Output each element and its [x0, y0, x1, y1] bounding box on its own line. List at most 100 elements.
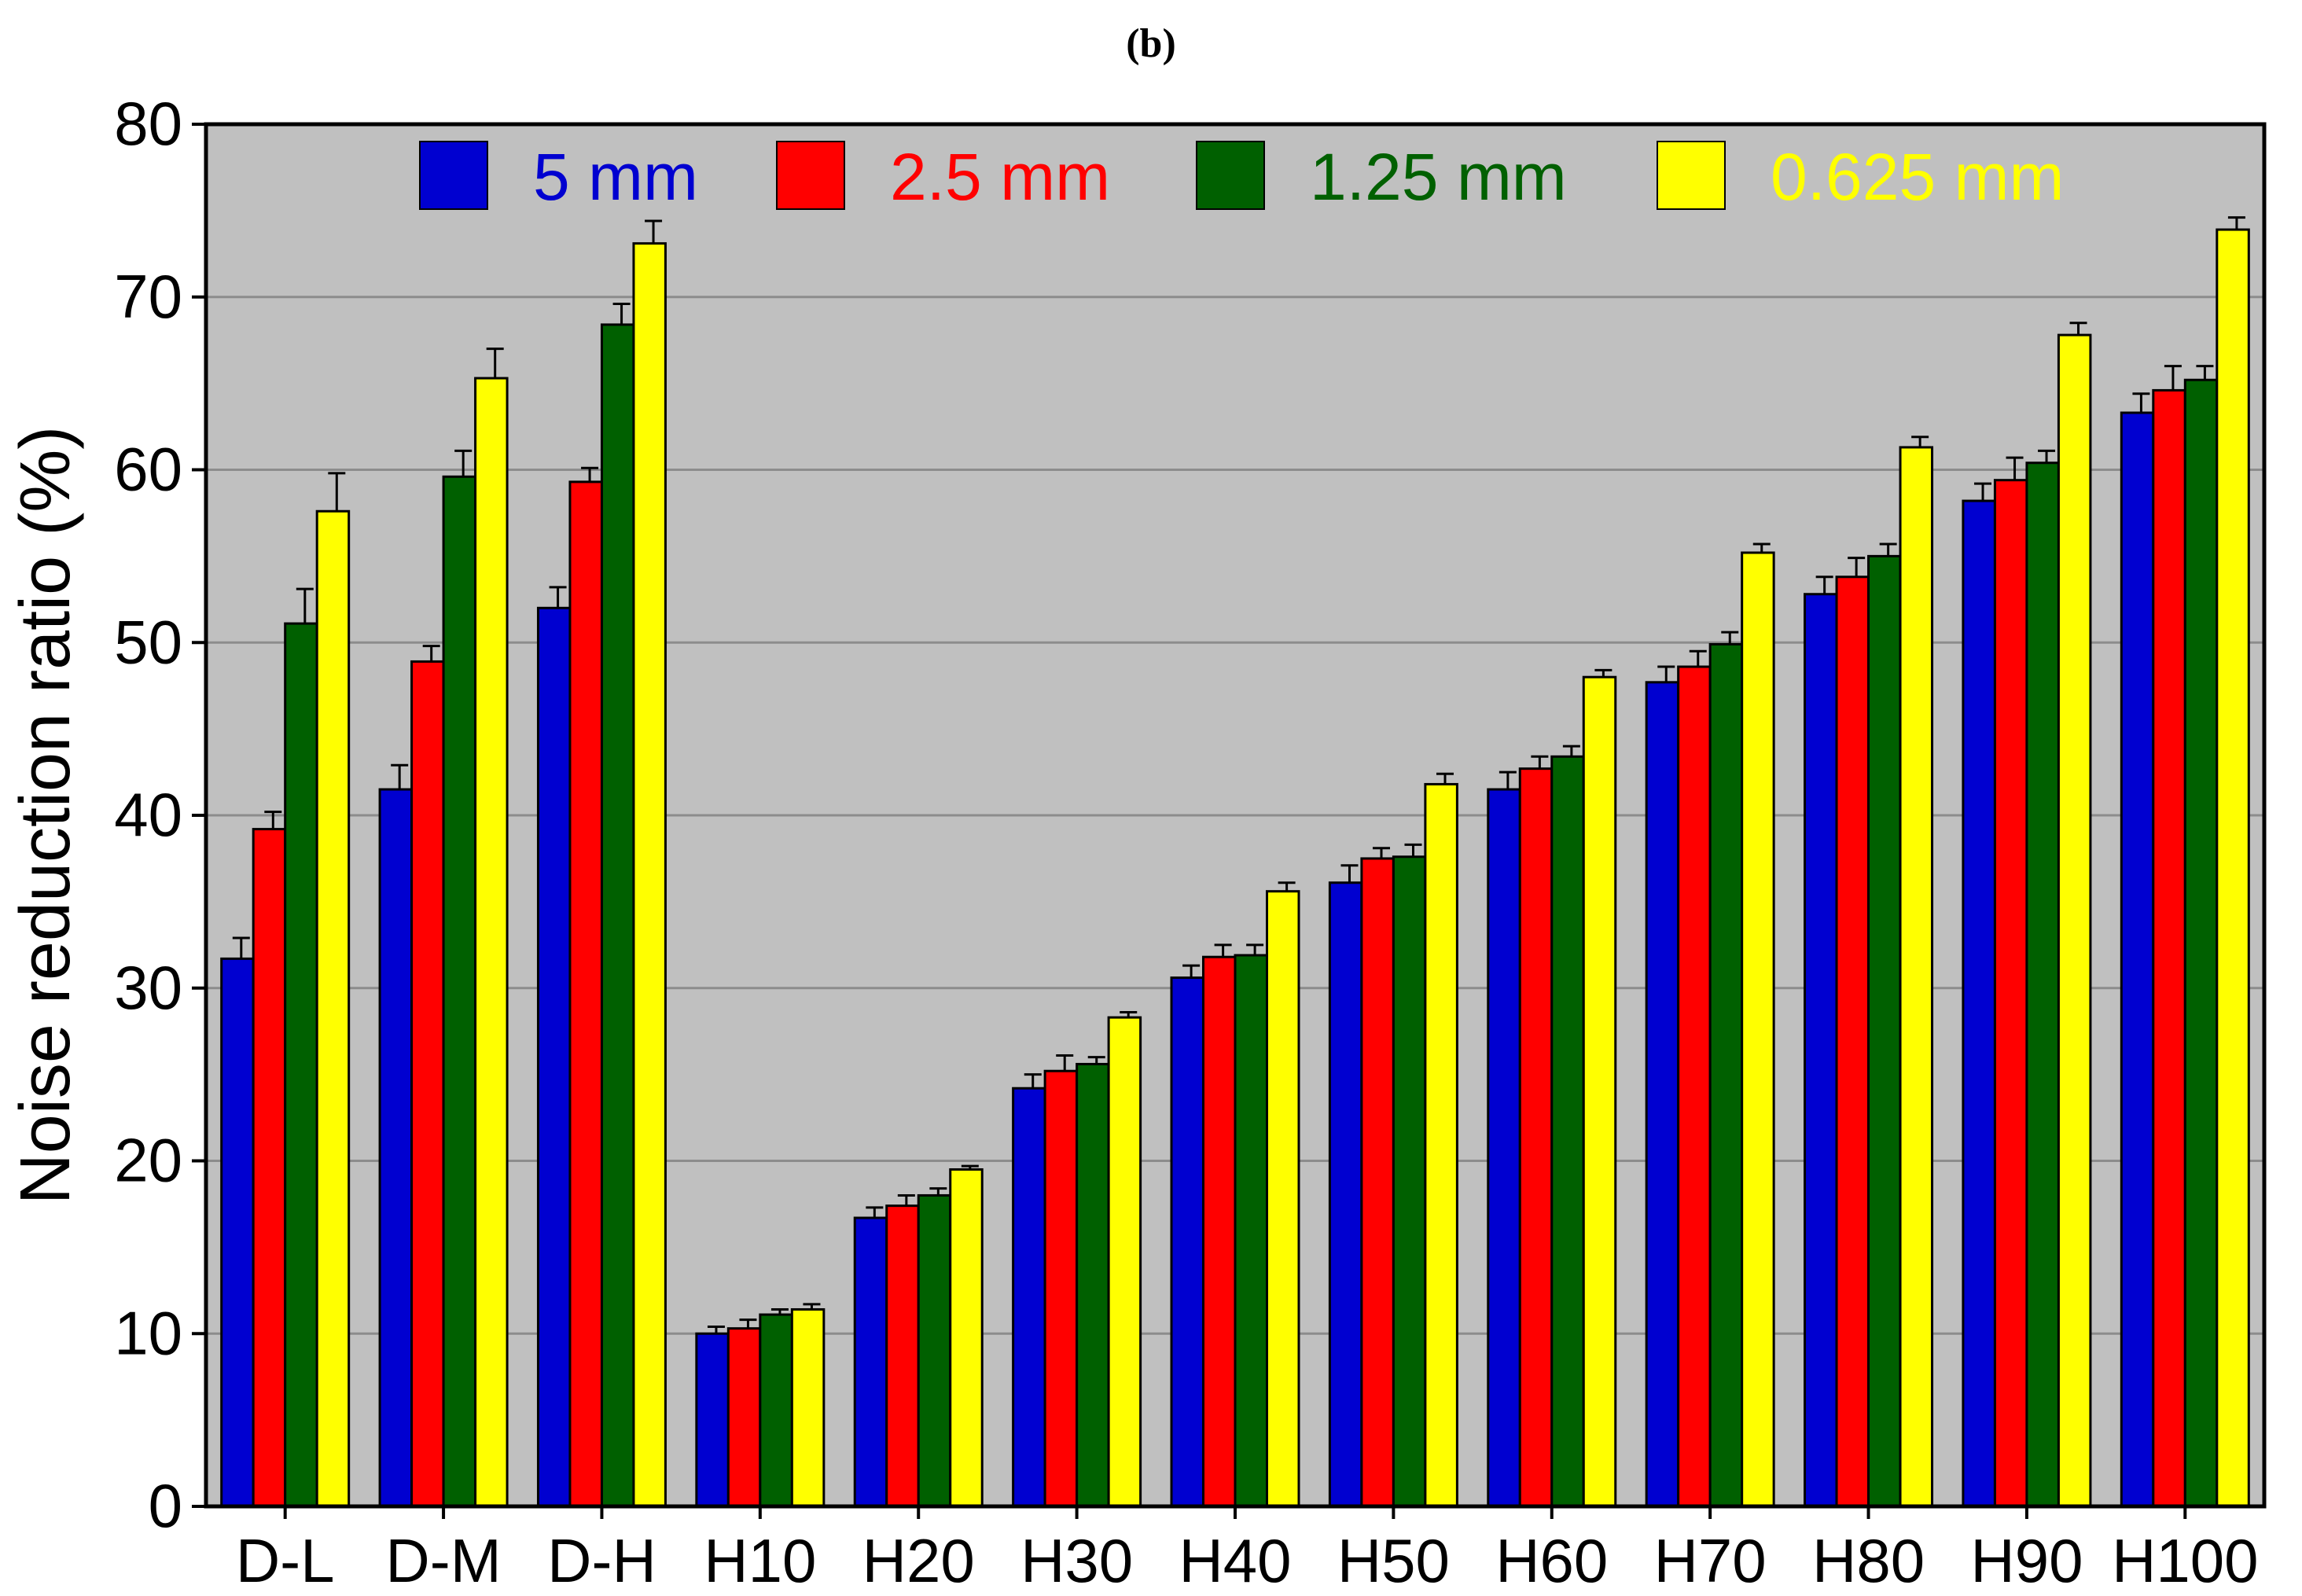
bar [1328, 881, 1363, 1508]
bar [853, 1216, 888, 1508]
legend-label: 1.25 mm [1310, 140, 1567, 214]
bar [220, 957, 255, 1508]
bar-groups [220, 216, 2250, 1508]
bar [1392, 855, 1427, 1508]
panel-label: (b) [1126, 21, 1176, 66]
bar [315, 509, 351, 1508]
bar [474, 377, 509, 1508]
bar [2152, 388, 2186, 1508]
y-axis-label: Noise reduction ratio (%) [6, 426, 85, 1204]
bar-group-h100 [2120, 216, 2250, 1508]
y-axis: 0 10 20 30 40 50 60 70 80 [114, 89, 206, 1540]
bar [695, 1332, 730, 1508]
bar [1993, 479, 2028, 1508]
y-tick-label: 60 [114, 435, 182, 504]
legend-swatch [1657, 141, 1726, 210]
bar [410, 660, 445, 1508]
bar [2025, 462, 2060, 1508]
legend-item: 0.625 mm [1657, 140, 2065, 214]
bar [1043, 1069, 1079, 1508]
bar [1424, 782, 1458, 1508]
bar [1677, 665, 1712, 1508]
bar [1708, 642, 1744, 1508]
bar-group-h30 [1012, 1011, 1142, 1508]
bar [1234, 954, 1268, 1508]
bar [2057, 333, 2092, 1508]
bar [1835, 576, 1870, 1508]
bar [1741, 551, 1775, 1508]
bar [790, 1307, 826, 1508]
bar [442, 475, 477, 1508]
x-tick-label: H60 [1495, 1526, 1608, 1595]
x-tick-label: H100 [2112, 1526, 2258, 1595]
bar [1170, 976, 1204, 1508]
bar [1107, 1016, 1142, 1508]
bar-group-d-m [378, 348, 509, 1508]
legend-label: 5 mm [533, 140, 698, 214]
bar [536, 606, 572, 1508]
bar [568, 480, 603, 1508]
bar [1804, 593, 1838, 1508]
bar [632, 242, 667, 1508]
bar [1582, 675, 1617, 1508]
bar [1202, 955, 1237, 1508]
bar [378, 788, 414, 1508]
x-tick-label: H80 [1812, 1526, 1925, 1595]
y-tick-label: 0 [149, 1471, 182, 1540]
bar [1867, 554, 1902, 1508]
bar [2120, 411, 2155, 1508]
bar [759, 1313, 793, 1508]
y-tick-label: 20 [114, 1126, 182, 1195]
bar [2183, 378, 2219, 1508]
legend-item: 5 mm [419, 140, 698, 214]
x-tick-label: H70 [1654, 1526, 1767, 1595]
bar-group-h60 [1487, 668, 1617, 1508]
bar-group-h40 [1170, 881, 1300, 1508]
y-tick-label: 40 [114, 780, 182, 849]
bar [885, 1204, 920, 1508]
x-tick-label: D-L [236, 1526, 335, 1595]
legend-swatch [419, 141, 488, 210]
bar-group-d-l [220, 472, 351, 1508]
bar-group-h50 [1328, 772, 1458, 1508]
x-tick-label: H90 [1970, 1526, 2083, 1595]
y-tick-label: 70 [114, 262, 182, 331]
bar [1487, 788, 1521, 1508]
bar-group-d-h [536, 219, 667, 1508]
bar [2216, 228, 2250, 1508]
bar [1550, 755, 1585, 1508]
bar [284, 622, 318, 1508]
bar-group-h80 [1804, 436, 1934, 1508]
legend-swatch [776, 141, 845, 210]
x-tick-label: D-M [385, 1526, 501, 1595]
bar-group-h90 [1962, 322, 2092, 1508]
bar [252, 828, 287, 1508]
bar [1899, 446, 1934, 1508]
bar-group-h20 [853, 1164, 984, 1508]
bar-group-h70 [1645, 542, 1775, 1508]
x-axis: D-L D-M D-H H10 H20 H30 H40 H50 H60 H70 H80 H90 H100 [236, 1506, 2259, 1595]
legend-item: 2.5 mm [776, 140, 1110, 214]
x-tick-label: H10 [704, 1526, 816, 1595]
y-tick-label: 10 [114, 1298, 182, 1367]
x-tick-label: D-H [547, 1526, 656, 1595]
bar [1645, 681, 1680, 1508]
legend-label: 2.5 mm [890, 140, 1110, 214]
y-tick-label: 50 [114, 607, 182, 676]
bar [1518, 767, 1554, 1508]
bar [1012, 1087, 1046, 1508]
x-tick-label: H30 [1020, 1526, 1133, 1595]
bar [1962, 499, 1996, 1508]
x-tick-label: H20 [862, 1526, 975, 1595]
legend: 5 mm 2.5 mm 1.25 mm 0.625 mm [419, 140, 2065, 214]
legend-swatch [1196, 141, 1265, 210]
bar [1076, 1062, 1110, 1508]
x-tick-label: H40 [1179, 1526, 1291, 1595]
bar [949, 1168, 984, 1508]
bar [1266, 890, 1300, 1508]
legend-item: 1.25 mm [1196, 140, 1567, 214]
y-tick-label: 80 [114, 89, 182, 158]
y-tick-label: 30 [114, 953, 182, 1022]
bar [917, 1193, 952, 1508]
